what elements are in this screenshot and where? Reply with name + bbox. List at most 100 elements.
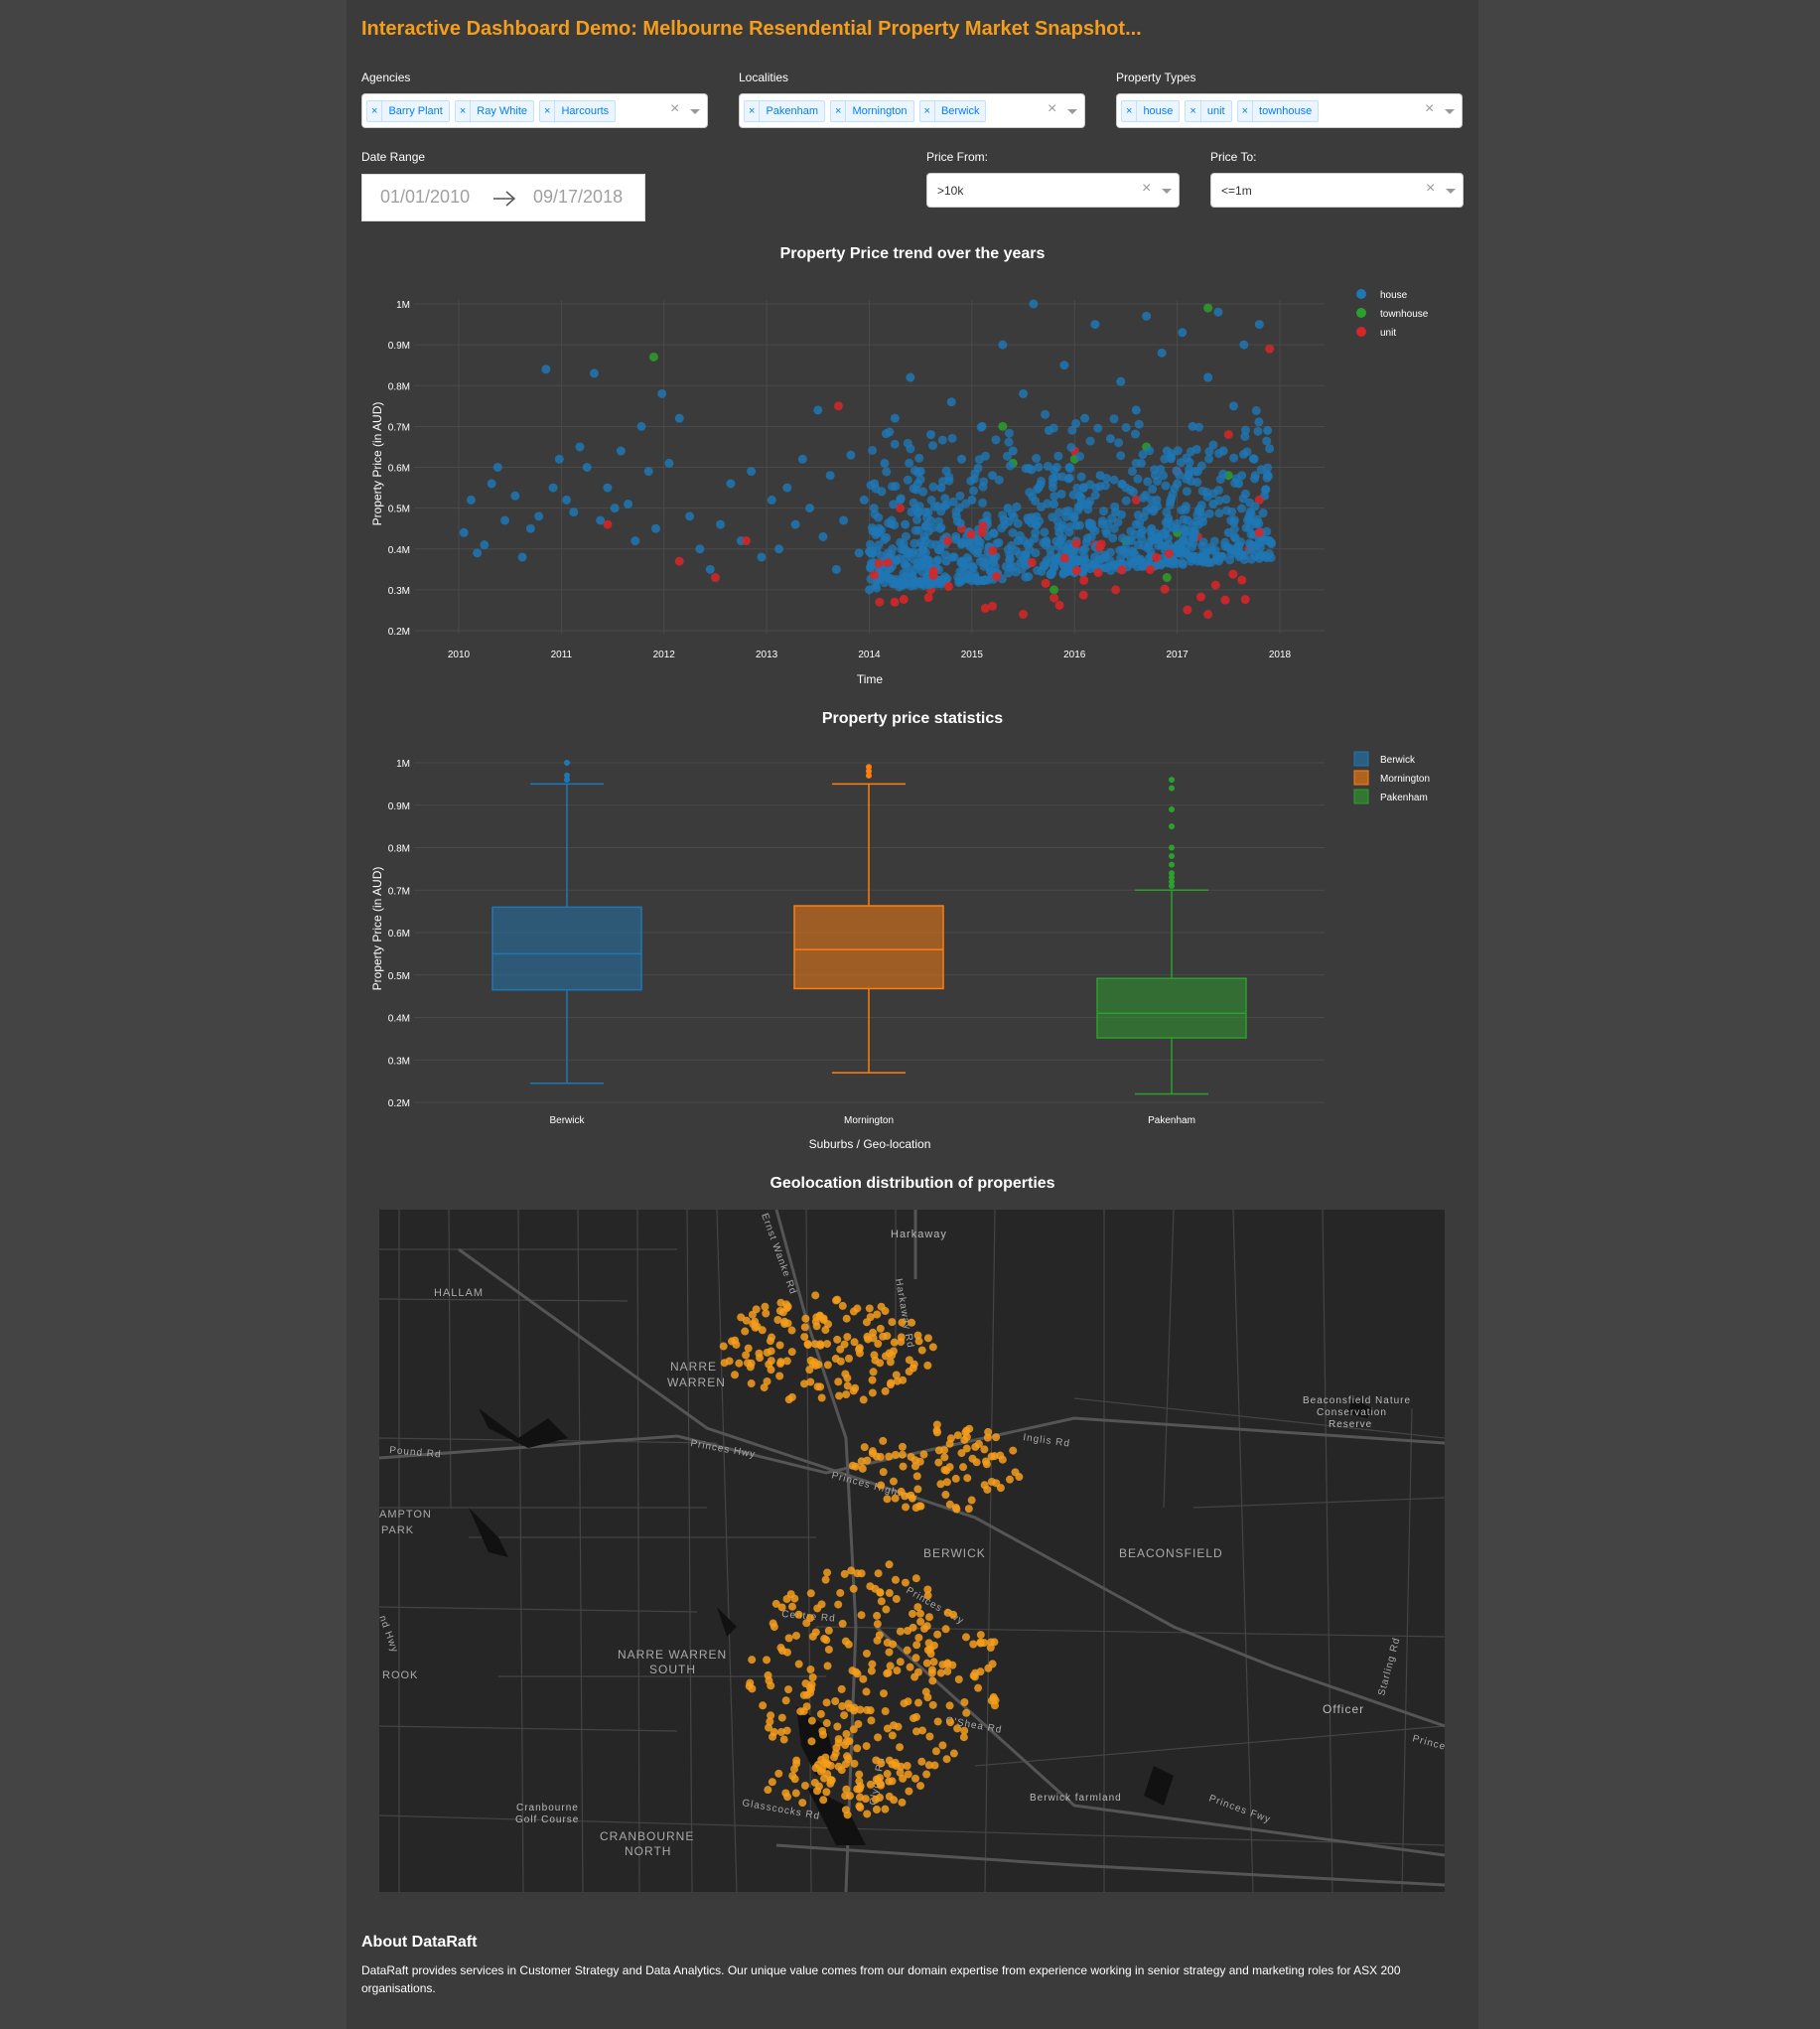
map-property-point[interactable] [898,1450,907,1459]
scatter-point-house[interactable] [1147,496,1157,506]
map-property-point[interactable] [802,1702,811,1711]
box-plot-berwick[interactable] [491,760,642,1085]
scatter-point-house[interactable] [510,491,520,501]
scatter-point-unit[interactable] [1050,593,1059,603]
map-property-point[interactable] [773,1315,782,1324]
box-outlier-point[interactable] [564,772,570,779]
box-legend-label[interactable]: Pakenham [1380,793,1428,803]
scatter-point-house[interactable] [892,579,902,589]
map-property-point[interactable] [984,1427,993,1436]
map-property-point[interactable] [916,1617,925,1626]
scatter-point-house[interactable] [813,405,823,415]
map-property-point[interactable] [806,1589,815,1598]
scatter-point-unit[interactable] [1027,557,1037,567]
scatter-point-house[interactable] [782,483,792,493]
scatter-point-house[interactable] [854,548,864,558]
map-property-point[interactable] [954,1675,963,1684]
map-property-point[interactable] [820,1635,829,1644]
scatter-point-house[interactable] [1139,540,1149,550]
remove-tag-icon[interactable]: × [367,101,383,121]
scatter-point-house[interactable] [1004,516,1014,526]
scatter-point-house[interactable] [1114,438,1124,448]
map-property-point[interactable] [933,1630,942,1639]
scatter-point-house[interactable] [1004,428,1014,438]
price-to-clear-icon[interactable]: × [1426,180,1436,197]
scatter-point-house[interactable] [1090,491,1100,501]
map-property-point[interactable] [794,1660,803,1668]
remove-tag-icon[interactable]: × [831,101,847,121]
scatter-legend-marker-unit[interactable] [1356,327,1366,337]
remove-tag-icon[interactable]: × [745,101,761,121]
remove-tag-icon[interactable]: × [1238,101,1254,121]
map-property-point[interactable] [777,1603,786,1612]
scatter-point-house[interactable] [929,502,939,511]
map-property-point[interactable] [765,1723,773,1732]
scatter-point-house[interactable] [1049,423,1058,433]
map-property-point[interactable] [928,1676,937,1685]
map-property-point[interactable] [891,1450,900,1459]
scatter-point-house[interactable] [911,485,921,495]
map-property-point[interactable] [748,1656,757,1665]
scatter-point-house[interactable] [1101,526,1111,536]
scatter-point-house[interactable] [1245,545,1255,555]
scatter-point-house[interactable] [872,583,882,593]
map-property-point[interactable] [821,1575,830,1584]
scatter-point-house[interactable] [909,554,918,564]
remove-tag-icon[interactable]: × [1186,101,1201,121]
map-property-point[interactable] [919,1450,928,1459]
scatter-point-house[interactable] [541,364,551,374]
map-property-point[interactable] [908,1318,916,1327]
scatter-point-house[interactable] [1237,504,1247,513]
scatter-point-house[interactable] [1226,515,1236,525]
map-property-point[interactable] [858,1464,867,1473]
scatter-point-house[interactable] [1059,361,1069,370]
scatter-point-house[interactable] [1076,472,1086,482]
scatter-point-house[interactable] [767,495,776,505]
map-property-point[interactable] [845,1792,854,1801]
map-property-point[interactable] [892,1594,901,1603]
map-property-point[interactable] [807,1716,816,1725]
scatter-point-house[interactable] [979,561,989,571]
box-outlier-point[interactable] [866,764,872,771]
map-property-point[interactable] [936,1668,945,1677]
map-property-point[interactable] [869,1328,878,1337]
map-property-point[interactable] [877,1597,886,1606]
scatter-point-house[interactable] [1149,505,1159,514]
scatter-point-house[interactable] [1166,452,1176,462]
scatter-point-house[interactable] [1145,446,1155,456]
map-property-point[interactable] [751,1323,760,1332]
map-property-point[interactable] [872,1452,881,1461]
map-property-point[interactable] [731,1371,740,1379]
map-property-point[interactable] [896,1627,905,1636]
map-property-point[interactable] [748,1684,757,1693]
map-property-point[interactable] [813,1787,822,1796]
map-property-point[interactable] [848,1667,857,1675]
scatter-point-house[interactable] [1214,448,1224,458]
map-property-point[interactable] [735,1359,744,1368]
map-property-point[interactable] [923,1646,932,1655]
map-property-point[interactable] [838,1301,847,1310]
scatter-point-house[interactable] [1172,558,1182,568]
map-property-point[interactable] [874,1733,883,1742]
map-property-point[interactable] [940,1465,949,1474]
map-property-point[interactable] [931,1747,940,1756]
map-property-point[interactable] [787,1326,796,1335]
scatter-point-house[interactable] [1053,451,1063,461]
scatter-point-house[interactable] [1208,440,1218,450]
scatter-point-house[interactable] [1019,388,1029,398]
price-from-chevron-down-icon[interactable] [1162,189,1172,194]
map-property-point[interactable] [784,1685,793,1694]
map-property-point[interactable] [899,1376,908,1384]
map-property-point[interactable] [883,1724,892,1733]
map-property-point[interactable] [911,1654,920,1663]
map-property-point[interactable] [928,1700,937,1709]
scatter-point-unit[interactable] [1237,575,1247,585]
scatter-point-house[interactable] [933,555,943,565]
scatter-point-house[interactable] [1154,540,1164,550]
map-property-point[interactable] [819,1796,828,1805]
map-property-point[interactable] [888,1731,897,1740]
box-outlier-point[interactable] [1169,844,1175,851]
scatter-point-house[interactable] [726,479,736,489]
scatter-point-house[interactable] [926,539,936,549]
scatter-point-unit[interactable] [923,593,933,603]
